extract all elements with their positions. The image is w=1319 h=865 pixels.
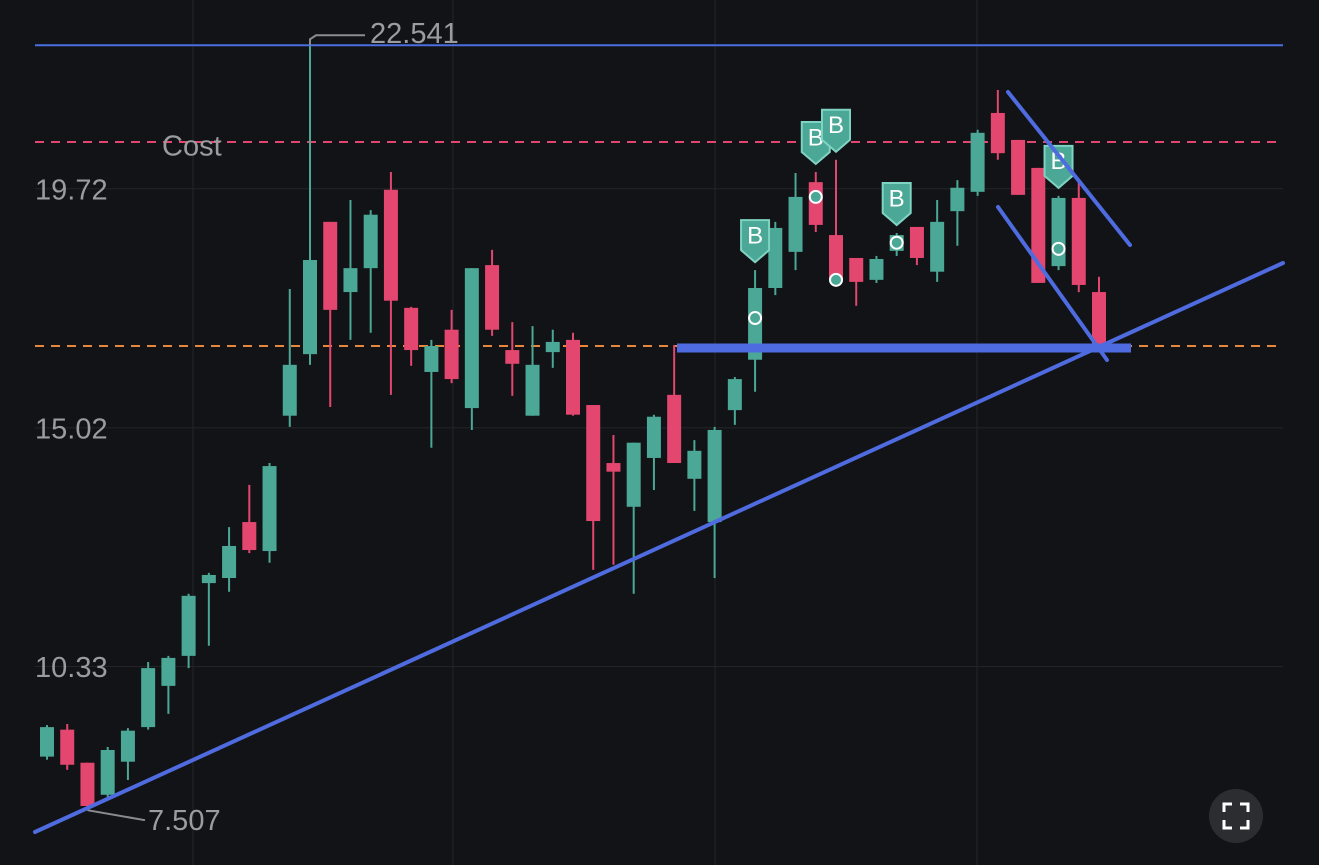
candle-body xyxy=(222,545,237,579)
candle-body xyxy=(363,214,378,269)
candle-body xyxy=(646,416,661,458)
candle-body xyxy=(990,112,1005,154)
buy-point xyxy=(829,272,843,287)
channel-line xyxy=(996,205,1109,362)
candle-body xyxy=(768,227,783,288)
buy-label: B xyxy=(1051,148,1067,175)
buy-flag xyxy=(821,108,851,154)
candle-body xyxy=(282,364,297,416)
buy-flag xyxy=(1043,144,1074,190)
candle-body xyxy=(120,730,135,762)
candle-body xyxy=(505,350,520,364)
candle-body xyxy=(566,339,580,415)
candle-body xyxy=(586,405,601,522)
candle-body xyxy=(606,463,621,472)
channel-line xyxy=(1006,90,1132,247)
buy-flag xyxy=(881,182,912,227)
min-label: 7.507 xyxy=(148,805,221,837)
candle-body xyxy=(80,762,95,806)
candle-body xyxy=(262,466,277,552)
candle-body xyxy=(485,265,500,330)
buy-point xyxy=(1051,241,1066,256)
candle-body xyxy=(1031,167,1046,283)
candle-body xyxy=(687,450,702,479)
buy-label: B xyxy=(808,124,824,151)
candle-body xyxy=(950,187,965,212)
cost-label: Cost xyxy=(162,131,222,163)
fullscreen-icon[interactable] xyxy=(1222,802,1250,830)
candle-body xyxy=(829,235,843,280)
candle-body xyxy=(404,307,419,351)
candle-body xyxy=(909,226,924,258)
candle-body xyxy=(303,260,317,355)
candle-body xyxy=(849,257,864,282)
candle-body xyxy=(525,364,540,416)
candle-body xyxy=(40,727,54,757)
candle-body xyxy=(100,750,115,795)
candle-body xyxy=(464,268,479,409)
candle-body xyxy=(161,657,176,686)
candle-body xyxy=(545,341,560,353)
candle-body xyxy=(141,668,156,728)
candle-body xyxy=(930,221,945,272)
fullscreen-bg[interactable] xyxy=(1209,789,1263,843)
y-tick-label: 15.02 xyxy=(35,414,108,446)
candle-body xyxy=(201,574,216,584)
buy-flag xyxy=(740,219,771,264)
candle-body xyxy=(1011,139,1026,195)
buy-point xyxy=(808,189,823,204)
trend-line xyxy=(33,261,1285,834)
candle-body xyxy=(707,429,722,523)
candle-body xyxy=(970,132,985,192)
candle-body xyxy=(383,189,398,301)
min-connector xyxy=(87,809,146,822)
candle-body xyxy=(1051,197,1066,267)
candle-body xyxy=(626,442,641,507)
drawings xyxy=(33,90,1285,834)
candle-body xyxy=(869,258,884,280)
buy-label: B xyxy=(889,185,905,212)
candle-body xyxy=(424,346,439,372)
buy-point xyxy=(889,235,904,250)
buy-point xyxy=(748,311,763,326)
buy-label: B xyxy=(747,223,763,250)
candle-body xyxy=(727,379,742,411)
candle-body xyxy=(242,522,257,551)
buy-label: B xyxy=(828,112,844,139)
y-tick-label: 10.33 xyxy=(35,652,108,684)
candle-body xyxy=(323,221,338,310)
candle-body xyxy=(60,729,75,765)
candle-body xyxy=(444,329,459,380)
max-connector xyxy=(309,34,365,46)
candle-body xyxy=(667,394,682,464)
candle-body xyxy=(1092,292,1106,345)
candle-body xyxy=(343,268,358,293)
candle-body xyxy=(788,196,803,252)
fullscreen-button[interactable] xyxy=(1209,789,1263,843)
max-label: 22.541 xyxy=(370,18,459,50)
candle-body xyxy=(1071,197,1086,285)
candle-body xyxy=(181,595,196,656)
y-tick-label: 19.72 xyxy=(35,174,108,206)
